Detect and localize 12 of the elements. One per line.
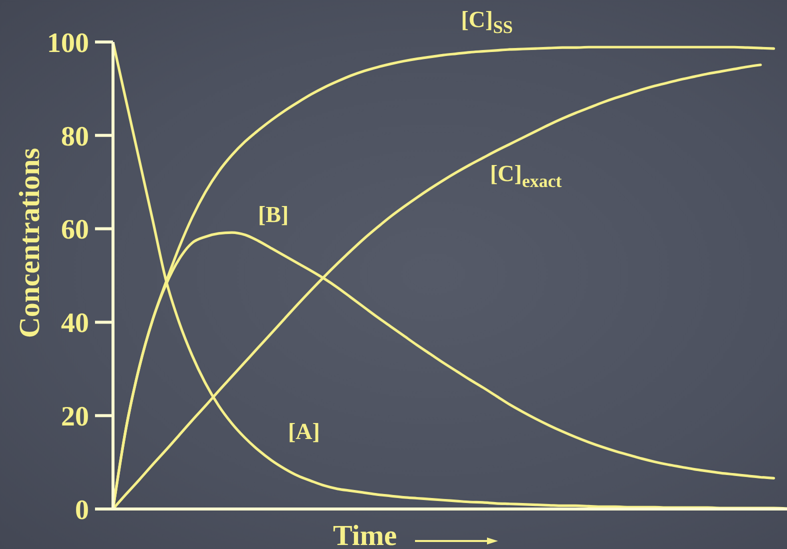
series-label: [C]$_{SS}$: [461, 7, 513, 38]
y-tick-label: 60: [61, 214, 89, 246]
y-tick-label: 80: [61, 121, 89, 152]
y-tick-label: 0: [75, 494, 89, 526]
series-label: [A]: [288, 419, 320, 444]
y-tick-label: 40: [61, 308, 89, 340]
y-tick-label: 20: [61, 402, 89, 433]
x-axis-title: Time: [333, 520, 398, 549]
y-axis-title: Concentrations: [14, 148, 46, 338]
y-tick-label: 100: [47, 28, 89, 59]
series-label: [C]$_{exact}$: [490, 161, 562, 192]
series-label: [B]: [258, 202, 289, 227]
